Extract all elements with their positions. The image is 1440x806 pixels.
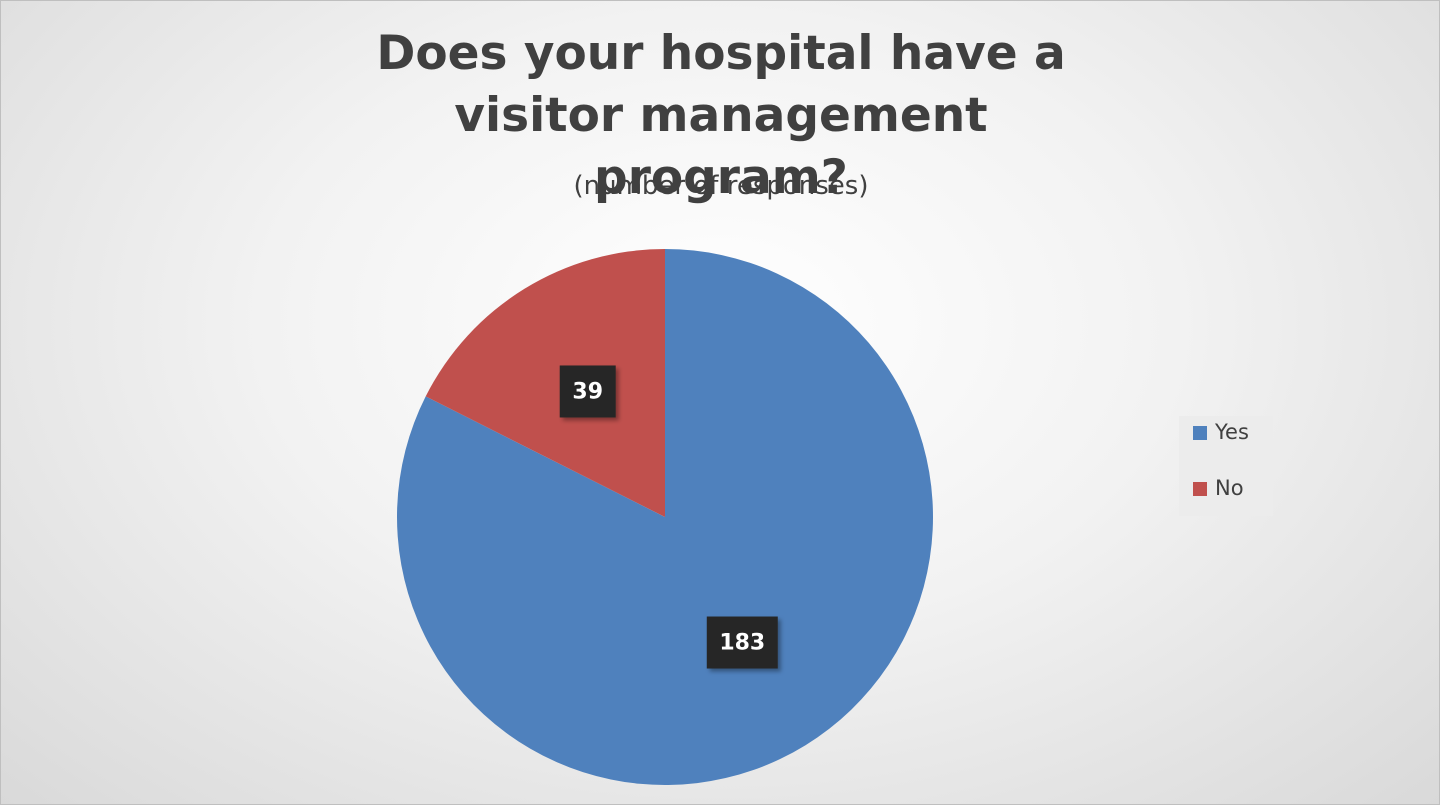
legend-swatch	[1193, 426, 1207, 440]
chart-subtitle: (number of responses)	[573, 171, 869, 201]
data-label: 39	[572, 379, 603, 404]
legend-label: No	[1215, 476, 1244, 500]
chart-title: Does your hospital have a visitor manage…	[376, 26, 1066, 205]
pie-slice	[425, 248, 665, 517]
legend-label: Yes	[1214, 420, 1249, 444]
data-label-box	[559, 365, 616, 418]
data-label-box	[706, 616, 778, 669]
data-label: 183	[719, 631, 765, 656]
legend-swatch	[1193, 482, 1207, 496]
